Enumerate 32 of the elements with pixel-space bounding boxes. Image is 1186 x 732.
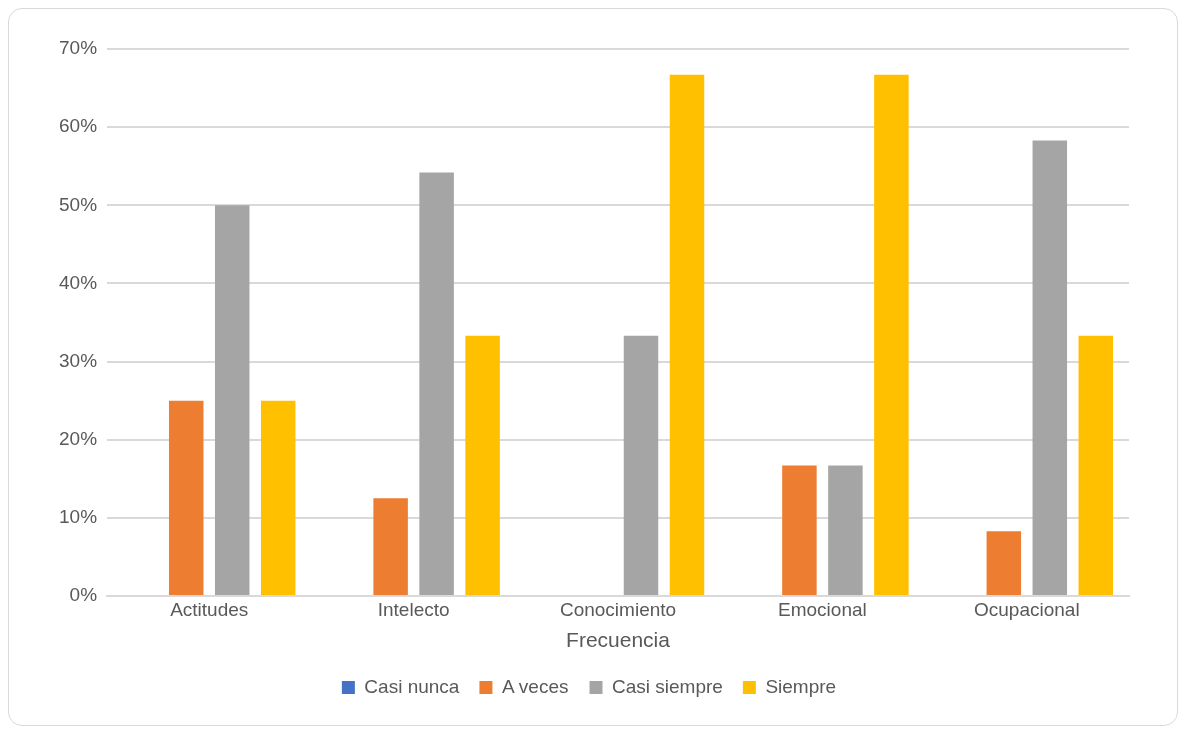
bar: [669, 74, 705, 595]
bar: [1032, 140, 1068, 595]
y-tick-label: 30%: [59, 349, 98, 371]
bar: [373, 498, 408, 595]
bar: [1078, 335, 1114, 595]
bar: [874, 74, 909, 595]
y-tick-label: 0%: [69, 584, 98, 606]
legend-label: Siempre: [765, 675, 837, 697]
x-tick-label: Ocupacional: [973, 598, 1080, 620]
y-tick-label: 10%: [59, 506, 98, 528]
legend-label: A veces: [501, 675, 569, 697]
y-tick-label: 70%: [59, 37, 98, 59]
y-tick-label: 40%: [59, 271, 98, 293]
bar: [214, 205, 250, 595]
x-tick-label: Actitudes: [170, 598, 249, 620]
x-tick-label: Intelecto: [377, 598, 450, 620]
bar: [465, 335, 500, 595]
x-tick-label: Emocional: [778, 598, 867, 620]
y-tick-label: 50%: [59, 193, 98, 215]
x-tick-label: Conocimiento: [559, 598, 677, 620]
y-tick-label: 60%: [59, 115, 98, 137]
legend-label: Casi siempre: [612, 675, 723, 697]
legend-label: Casi nunca: [364, 675, 460, 697]
bar: [782, 465, 817, 595]
y-tick-label: 20%: [59, 427, 98, 449]
bar: [986, 531, 1022, 595]
bar: [260, 400, 296, 595]
bar: [419, 172, 454, 595]
bar: [623, 335, 659, 595]
x-axis-title: Frecuencia: [566, 628, 671, 652]
bar: [828, 465, 863, 595]
bar: [168, 400, 204, 595]
